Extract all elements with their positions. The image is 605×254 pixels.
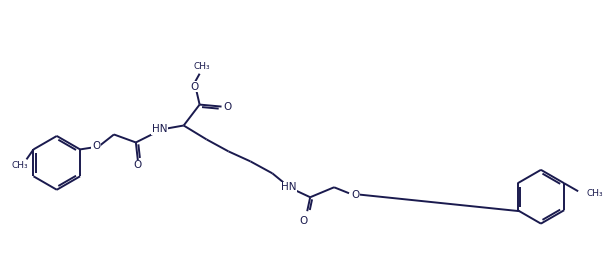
Text: HN: HN	[152, 124, 168, 134]
Text: CH₃: CH₃	[193, 62, 210, 71]
Text: O: O	[223, 102, 232, 112]
Text: CH₃: CH₃	[11, 161, 28, 170]
Text: O: O	[134, 160, 142, 170]
Text: HN: HN	[281, 182, 296, 192]
Text: O: O	[299, 216, 307, 226]
Text: CH₃: CH₃	[586, 189, 603, 198]
Text: O: O	[351, 190, 359, 200]
Text: O: O	[191, 82, 199, 92]
Text: O: O	[92, 141, 100, 151]
